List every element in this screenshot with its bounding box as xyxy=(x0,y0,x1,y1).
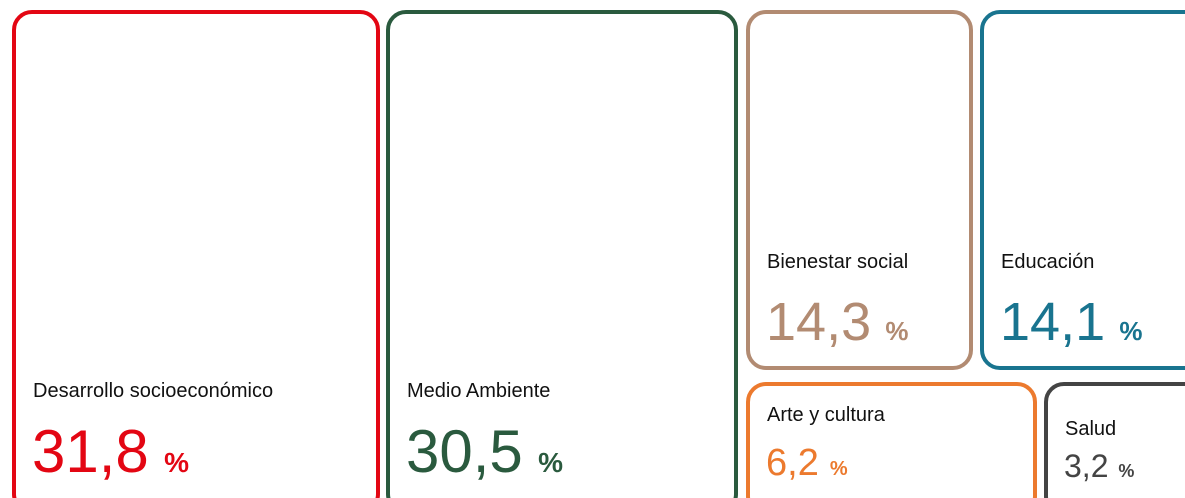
tile-unit: % xyxy=(1118,461,1134,481)
tile-unit: % xyxy=(164,447,189,478)
tile xyxy=(746,10,973,370)
tile-unit: % xyxy=(885,316,908,346)
tile xyxy=(12,10,380,498)
tile-label: Desarrollo socioeconómico xyxy=(33,380,273,402)
tile xyxy=(746,382,1037,498)
tile-value: 14,3 xyxy=(766,292,871,352)
tile-label: Salud xyxy=(1065,418,1116,440)
tile-value: 31,8 xyxy=(32,418,149,485)
tile-label: Educación xyxy=(1001,251,1094,273)
tile-unit: % xyxy=(1119,316,1142,346)
tile-label: Bienestar social xyxy=(767,251,908,273)
tile-value: 14,1 xyxy=(1000,292,1105,352)
tile xyxy=(980,10,1185,370)
tile-value: 30,5 xyxy=(406,418,523,485)
tile-label: Arte y cultura xyxy=(767,404,886,426)
tile-label: Medio Ambiente xyxy=(407,380,550,402)
tile-unit: % xyxy=(830,458,848,480)
tile-value: 3,2 xyxy=(1064,448,1108,484)
tile xyxy=(386,10,738,498)
tile-unit: % xyxy=(538,447,563,478)
tile-value: 6,2 xyxy=(766,442,819,484)
tile xyxy=(1044,382,1185,498)
